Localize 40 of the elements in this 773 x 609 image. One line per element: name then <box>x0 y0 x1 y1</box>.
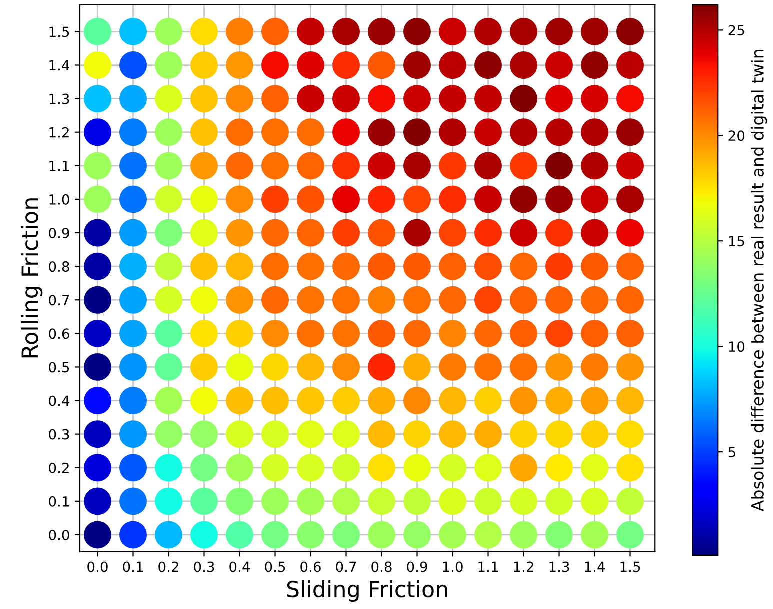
x-tick-label: 0.4 <box>230 562 250 572</box>
color-bar-label: 15 <box>729 236 744 247</box>
x-tick-label: 0.2 <box>158 562 178 572</box>
x-tick-label: 0.1 <box>123 562 144 572</box>
y-tick-label: 1.3 <box>50 94 70 104</box>
y-tick-label: 1.4 <box>50 60 70 71</box>
x-tick-label: 0.9 <box>407 562 428 572</box>
x-tick-label: 1.3 <box>550 562 570 572</box>
x-axis-title: Sliding Friction <box>287 580 448 602</box>
x-tick-label: 0.6 <box>300 562 321 572</box>
x-tick-label: 1.4 <box>585 562 606 572</box>
x-tick-label: 0.7 <box>336 562 356 572</box>
y-tick-label: 0.2 <box>49 462 69 474</box>
x-tick-label: 0.0 <box>88 562 108 572</box>
y-tick-label: 1.2 <box>50 127 69 138</box>
y-tick-label: 0.5 <box>49 362 70 373</box>
y-tick-label: 0.1 <box>49 496 69 507</box>
y-tick-label: 0.6 <box>49 328 70 340</box>
y-tick-label: 0.0 <box>49 530 70 540</box>
x-tick-label: 1.2 <box>514 562 534 572</box>
color-bar-label: 20 <box>728 130 745 142</box>
color-bar-label: 10 <box>729 342 745 352</box>
y-tick-label: 1.0 <box>50 194 70 205</box>
x-tick-label: 0.5 <box>265 562 286 572</box>
x-tick-label: 1.0 <box>443 562 463 572</box>
y-tick-label: 0.7 <box>49 295 70 306</box>
x-tick-label: 0.8 <box>372 562 392 572</box>
y-tick-label: 0.3 <box>49 429 70 440</box>
y-tick-label: 0.4 <box>49 396 70 406</box>
x-tick-label: 1.1 <box>478 562 498 572</box>
x-tick-label: 1.5 <box>620 562 640 572</box>
y-tick-label: 1.5 <box>50 26 70 38</box>
y-tick-label: 0.9 <box>49 228 70 238</box>
color-bar-label: 25 <box>728 25 744 36</box>
y-tick-label: 0.8 <box>49 262 70 272</box>
y-tick-label: 1.1 <box>50 161 69 172</box>
y-axis-title: Rolling Friction <box>21 198 43 358</box>
color-bar-title: Absolute difference between real result and digital twin <box>751 50 768 512</box>
color-bar-label: 5 <box>728 447 736 458</box>
x-tick-label: 0.3 <box>194 562 214 572</box>
